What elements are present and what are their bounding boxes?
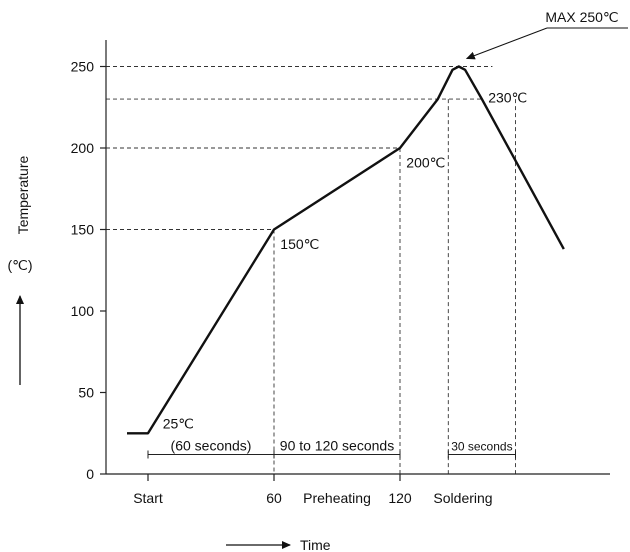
x-axis-ticks: Start 60 120 Preheating Soldering bbox=[133, 474, 493, 506]
annotations: 25℃ 150℃ 200℃ 230℃ MAX 250℃ bbox=[163, 9, 628, 431]
axes bbox=[105, 40, 610, 475]
y-tick-label: 0 bbox=[86, 466, 94, 482]
interval-label: (60 seconds) bbox=[171, 437, 252, 453]
phase-label: Soldering bbox=[433, 490, 492, 506]
x-axis-title: Time bbox=[300, 537, 331, 552]
y-axis-ticks: 0 50 100 150 200 250 bbox=[71, 59, 106, 482]
y-tick-label: 150 bbox=[71, 222, 95, 238]
point-annotation: 150℃ bbox=[280, 236, 319, 252]
y-axis-title: Temperature bbox=[15, 155, 31, 234]
temperature-profile-line bbox=[127, 65, 565, 435]
y-tick-label: 200 bbox=[71, 140, 95, 156]
point-annotation: 230℃ bbox=[488, 89, 527, 105]
reference-lines bbox=[106, 66, 516, 474]
interval-label: 90 to 120 seconds bbox=[280, 437, 394, 453]
y-tick-label: 100 bbox=[71, 303, 95, 319]
point-annotation: 200℃ bbox=[406, 155, 445, 171]
y-tick-label: 50 bbox=[78, 385, 94, 401]
interval-markers: (60 seconds) 90 to 120 seconds 30 seconds bbox=[147, 437, 516, 459]
interval-label: 30 seconds bbox=[451, 439, 512, 453]
max-temp-label: MAX 250℃ bbox=[545, 9, 618, 25]
phase-label: Preheating bbox=[303, 490, 371, 506]
x-tick-label: 60 bbox=[266, 490, 282, 506]
max-callout-arrow bbox=[465, 27, 548, 60]
series-group bbox=[127, 65, 565, 435]
x-tick-label: Start bbox=[133, 490, 163, 506]
point-annotation: 25℃ bbox=[163, 415, 194, 431]
y-axis-unit: (℃) bbox=[7, 257, 32, 273]
y-tick-label: 250 bbox=[71, 59, 95, 75]
x-tick-label: 120 bbox=[388, 490, 412, 506]
